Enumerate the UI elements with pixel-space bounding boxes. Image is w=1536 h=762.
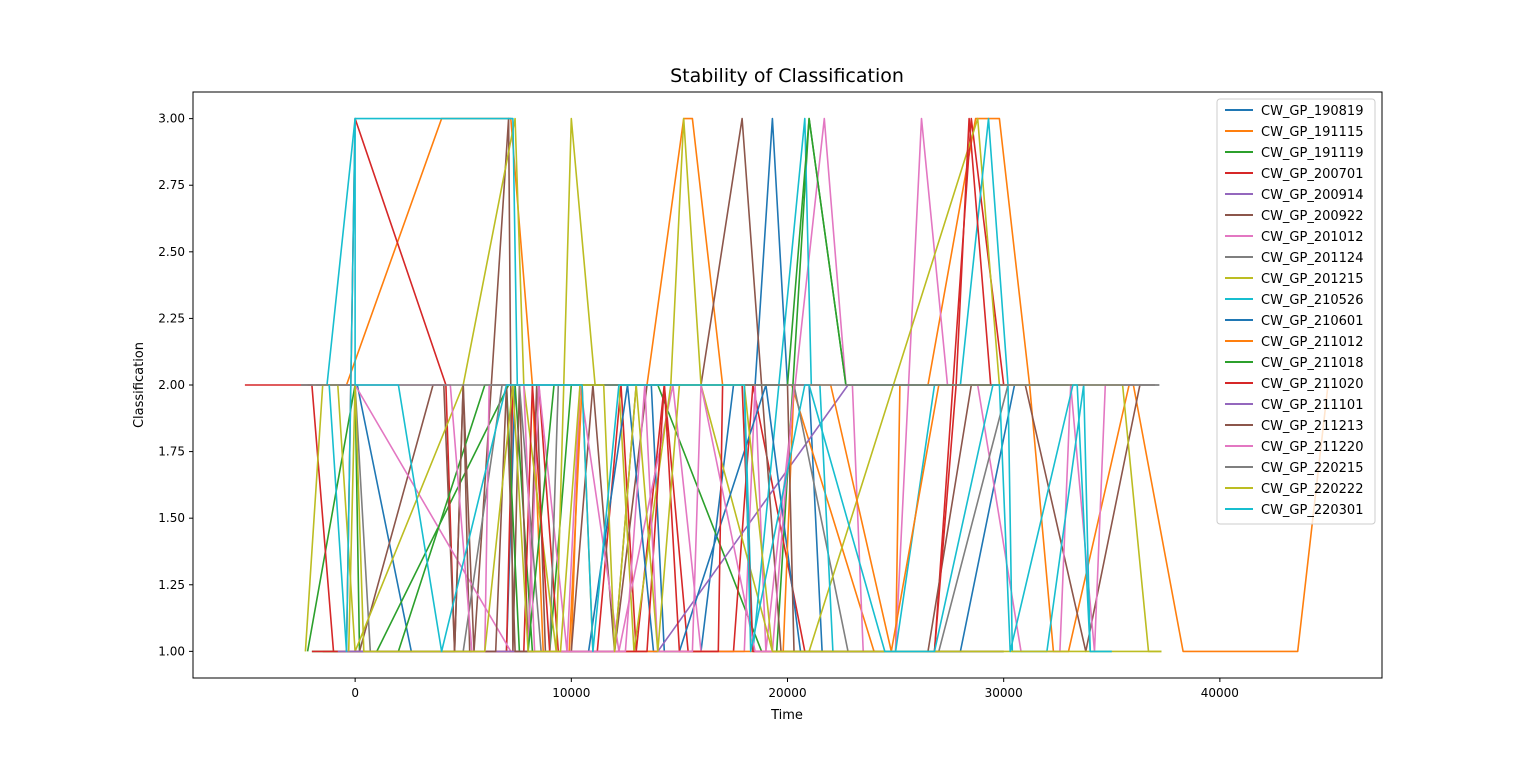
legend-entry: CW_GP_220301 bbox=[1225, 503, 1363, 518]
y-tick-label: 2.25 bbox=[158, 311, 185, 325]
plot-area bbox=[192, 91, 1383, 679]
legend-entry: CW_GP_191119 bbox=[1225, 146, 1363, 161]
legend-entry: CW_GP_211020 bbox=[1225, 377, 1363, 392]
legend-label: CW_GP_211101 bbox=[1261, 398, 1363, 413]
series-line-cw-gp-220301 bbox=[328, 117, 1112, 653]
series-line-cw-gp-201124 bbox=[301, 384, 1160, 653]
chart-title: Stability of Classification bbox=[670, 65, 904, 87]
legend-entry: CW_GP_200914 bbox=[1225, 188, 1363, 203]
y-tick-label: 2.75 bbox=[158, 178, 185, 192]
legend-entry: CW_GP_210526 bbox=[1225, 293, 1363, 308]
series-line-cw-gp-211220 bbox=[355, 384, 810, 653]
legend-label: CW_GP_210601 bbox=[1261, 314, 1363, 329]
legend-entry: CW_GP_191115 bbox=[1225, 125, 1363, 140]
legend-entry: CW_GP_211101 bbox=[1225, 398, 1363, 413]
y-tick-label: 3.00 bbox=[158, 112, 185, 126]
legend: CW_GP_190819 CW_GP_191115 CW_GP_191119 CW_G… bbox=[1216, 98, 1376, 525]
legend-entry: CW_GP_210601 bbox=[1225, 314, 1363, 329]
legend-entries: CW_GP_190819 CW_GP_191115 CW_GP_191119 CW_G… bbox=[1225, 104, 1363, 518]
legend-label: CW_GP_201124 bbox=[1261, 251, 1363, 266]
series-line-cw-gp-210526 bbox=[326, 117, 1112, 653]
legend-entry: CW_GP_211012 bbox=[1225, 335, 1363, 350]
x-tick-label: 0 bbox=[351, 686, 359, 700]
y-tick-label: 1.50 bbox=[158, 511, 185, 525]
legend-label: CW_GP_220222 bbox=[1261, 482, 1363, 497]
x-tick-label: 40000 bbox=[1201, 686, 1239, 700]
legend-label: CW_GP_220215 bbox=[1261, 461, 1363, 476]
y-axis: 1.00 1.25 1.50 1.75 2.00 2.25 2.50 2.75 3.00 bbox=[158, 112, 193, 658]
y-tick-label: 1.00 bbox=[158, 644, 185, 658]
legend-label: CW_GP_220301 bbox=[1261, 503, 1363, 518]
legend-entry: CW_GP_211220 bbox=[1225, 440, 1363, 455]
legend-entry: CW_GP_201012 bbox=[1225, 230, 1363, 245]
legend-entry: CW_GP_211213 bbox=[1225, 419, 1363, 434]
legend-label: CW_GP_210526 bbox=[1261, 293, 1363, 308]
legend-label: CW_GP_211220 bbox=[1261, 440, 1363, 455]
legend-label: CW_GP_200922 bbox=[1261, 209, 1363, 224]
legend-entry: CW_GP_200701 bbox=[1225, 167, 1363, 182]
x-tick-label: 10000 bbox=[552, 686, 590, 700]
x-tick-label: 30000 bbox=[985, 686, 1023, 700]
legend-label: CW_GP_200914 bbox=[1261, 188, 1363, 203]
legend-entry: CW_GP_220215 bbox=[1225, 461, 1363, 476]
legend-label: CW_GP_201012 bbox=[1261, 230, 1363, 245]
y-tick-label: 1.25 bbox=[158, 578, 185, 592]
legend-label: CW_GP_211020 bbox=[1261, 377, 1363, 392]
legend-entry: CW_GP_211018 bbox=[1225, 356, 1363, 371]
legend-label: CW_GP_200701 bbox=[1261, 167, 1363, 182]
x-axis: 0 10000 20000 30000 40000 bbox=[351, 678, 1239, 700]
x-tick-label: 20000 bbox=[768, 686, 806, 700]
legend-label: CW_GP_201215 bbox=[1261, 272, 1363, 287]
y-tick-label: 2.50 bbox=[158, 245, 185, 259]
legend-label: CW_GP_211018 bbox=[1261, 356, 1363, 371]
x-axis-label: Time bbox=[770, 708, 803, 723]
legend-entry: CW_GP_201215 bbox=[1225, 272, 1363, 287]
series-layer bbox=[244, 117, 1329, 653]
legend-label: CW_GP_191119 bbox=[1261, 146, 1363, 161]
series-line-cw-gp-220222 bbox=[347, 384, 1162, 653]
legend-entry: CW_GP_220222 bbox=[1225, 482, 1363, 497]
legend-label: CW_GP_190819 bbox=[1261, 104, 1363, 119]
y-axis-label: Classification bbox=[132, 342, 147, 428]
legend-entry: CW_GP_201124 bbox=[1225, 251, 1363, 266]
legend-label: CW_GP_211012 bbox=[1261, 335, 1363, 350]
series-line-cw-gp-211213 bbox=[376, 384, 1004, 653]
legend-entry: CW_GP_200922 bbox=[1225, 209, 1363, 224]
y-tick-label: 1.75 bbox=[158, 445, 185, 459]
legend-label: CW_GP_211213 bbox=[1261, 419, 1363, 434]
legend-label: CW_GP_191115 bbox=[1261, 125, 1363, 140]
legend-box bbox=[1216, 98, 1376, 525]
y-tick-label: 2.00 bbox=[158, 378, 185, 392]
legend-entry: CW_GP_190819 bbox=[1225, 104, 1363, 119]
